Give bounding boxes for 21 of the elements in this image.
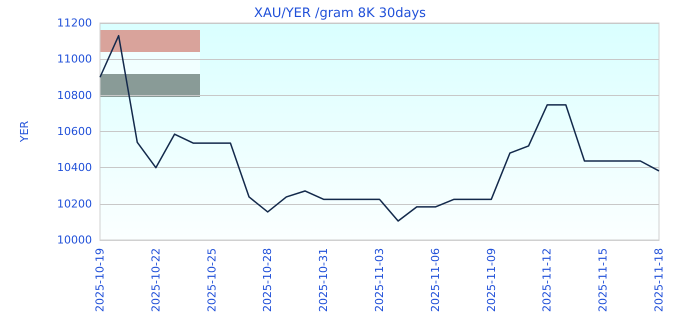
- y-tick-label: 10000: [57, 234, 92, 246]
- y-tick-label: 11000: [57, 52, 92, 66]
- x-tick-label: 2025-11-06: [428, 248, 442, 312]
- line-series: [99, 34, 660, 222]
- y-tick-label: 11200: [57, 16, 92, 30]
- chart-title: XAU/YER /gram 8K 30days: [254, 6, 426, 21]
- y-tick-label: 10400: [57, 161, 92, 174]
- y-tick-label: 10200: [57, 197, 92, 210]
- y-axis-title: YER: [18, 120, 31, 144]
- x-tick-label: 2025-11-15: [596, 248, 610, 312]
- x-tick-label: 2025-10-25: [205, 248, 218, 312]
- x-tick-label: 2025-11-12: [540, 248, 554, 312]
- x-tick-label: 2025-10-28: [261, 248, 274, 312]
- x-tick-label: 2025-11-03: [373, 248, 386, 312]
- x-tick-label: 2025-10-22: [149, 248, 162, 312]
- x-tick-label: 2025-11-09: [484, 248, 498, 312]
- y-tick-label: 10600: [57, 125, 92, 138]
- x-tick-label: 2025-10-19: [94, 248, 106, 312]
- x-tick-label: 2025-11-18: [652, 248, 666, 312]
- x-tick-label: 2025-10-31: [317, 248, 330, 312]
- y-tick-label: 10800: [57, 88, 92, 102]
